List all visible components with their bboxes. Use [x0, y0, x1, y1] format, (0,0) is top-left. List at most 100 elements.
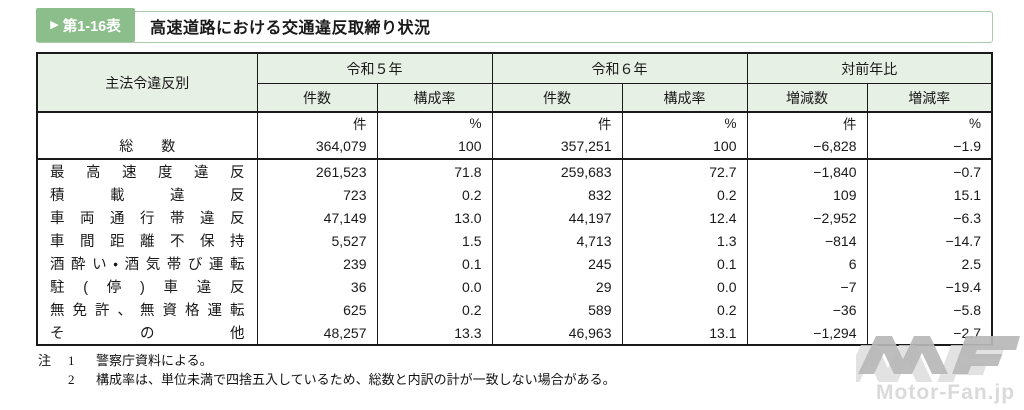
- r5-ratio: 0.2: [376, 298, 493, 321]
- table-body: 最高速度違反 261,523 71.8 259,683 72.7 −1,840 …: [36, 159, 993, 345]
- total-diff-count: −6,828: [746, 133, 868, 159]
- total-diff-ratio: −1.9: [866, 133, 993, 159]
- footnote-line: 2 構成率は、単位未満で四捨五入しているため、総数と内訳の計が一致しない場合があ…: [38, 370, 616, 389]
- triangle-icon: ▶: [50, 18, 59, 31]
- diff-count: −1,294: [746, 321, 868, 345]
- col-r5-cases: 件数: [256, 83, 378, 113]
- r5-cases: 5,527: [256, 229, 378, 252]
- col-r5-ratio: 構成率: [376, 83, 493, 113]
- r5-ratio: 0.1: [376, 252, 493, 275]
- col-r6-ratio: 構成率: [621, 83, 748, 113]
- diff-ratio: −19.4: [866, 275, 993, 298]
- table-row: 無免許、無資格運転 625 0.2 589 0.2 −36 −5.8: [36, 298, 993, 321]
- violation-label: その他: [36, 321, 258, 345]
- diff-ratio: −14.7: [866, 229, 993, 252]
- motor-fan-logo-icon: [856, 336, 1020, 382]
- violation-label: 無免許、無資格運転: [36, 298, 258, 321]
- r5-ratio: 0.0: [376, 275, 493, 298]
- r6-cases: 44,197: [491, 206, 623, 229]
- r6-cases: 245: [491, 252, 623, 275]
- table-row: 積載違反 723 0.2 832 0.2 109 15.1: [36, 183, 993, 206]
- total-label: 総 数: [36, 133, 258, 159]
- unit-cell: 件: [256, 112, 378, 133]
- diff-ratio: 15.1: [866, 183, 993, 206]
- footnotes: 注 1 警察庁資料による。 2 構成率は、単位未満で四捨五入しているため、総数と…: [38, 351, 616, 389]
- r6-ratio: 0.2: [621, 183, 748, 206]
- r6-ratio: 13.1: [621, 321, 748, 345]
- diff-count: −814: [746, 229, 868, 252]
- col-violation-type: 主法令違反別: [36, 52, 258, 113]
- total-r6-cases: 357,251: [491, 133, 623, 159]
- violation-label: 最高速度違反: [36, 159, 258, 183]
- unit-cell: %: [621, 112, 748, 133]
- table-row: 車両通行帯違反 47,149 13.0 44,197 12.4 −2,952 −…: [36, 206, 993, 229]
- header-row-groups: 主法令違反別 令和５年 令和６年 対前年比: [36, 52, 993, 113]
- diff-ratio: −5.8: [866, 298, 993, 321]
- r5-cases: 36: [256, 275, 378, 298]
- diff-count: −2,952: [746, 206, 868, 229]
- violation-label: 積載違反: [36, 183, 258, 206]
- note-number: 2: [68, 372, 75, 387]
- total-r5-cases: 364,079: [256, 133, 378, 159]
- note-text: 警察庁資料による。: [96, 353, 213, 368]
- col-group-yoy: 対前年比: [746, 52, 993, 84]
- watermark-text: Motor-Fan.jp: [876, 381, 1016, 404]
- col-r6-cases: 件数: [491, 83, 623, 113]
- table-number-label: 第1-16表: [62, 18, 121, 35]
- table-summary-section: 件 % 件 % 件 % 総 数 364,079 100 357,251 100 …: [36, 112, 993, 159]
- total-row: 総 数 364,079 100 357,251 100 −6,828 −1.9: [36, 133, 993, 159]
- violations-table: 主法令違反別 令和５年 令和６年 対前年比 件数 構成率 件数 構成率 増減数 …: [36, 52, 993, 346]
- violation-label: 車間距離不保持: [36, 229, 258, 252]
- table-header: 主法令違反別 令和５年 令和６年 対前年比 件数 構成率 件数 構成率 増減数 …: [36, 52, 993, 113]
- r5-cases: 261,523: [256, 159, 378, 183]
- unit-cell: %: [866, 112, 993, 133]
- r5-ratio: 1.5: [376, 229, 493, 252]
- violation-label: 酒酔い・酒気帯び運転: [36, 252, 258, 275]
- diff-count: 6: [746, 252, 868, 275]
- r5-cases: 723: [256, 183, 378, 206]
- note-label-spacer: [38, 370, 68, 389]
- r6-ratio: 0.1: [621, 252, 748, 275]
- diff-count: −1,840: [746, 159, 868, 183]
- diff-count: −7: [746, 275, 868, 298]
- r6-cases: 589: [491, 298, 623, 321]
- table-row: 駐(停)車違反 36 0.0 29 0.0 −7 −19.4: [36, 275, 993, 298]
- header-row-subcolumns: 件数 構成率 件数 構成率 増減数 増減率: [37, 83, 993, 113]
- units-label-empty: [36, 112, 258, 133]
- r5-ratio: 13.3: [376, 321, 493, 345]
- violation-label: 駐(停)車違反: [36, 275, 258, 298]
- r6-ratio: 1.3: [621, 229, 748, 252]
- diff-ratio: −6.3: [866, 206, 993, 229]
- table-row: 最高速度違反 261,523 71.8 259,683 72.7 −1,840 …: [36, 159, 993, 183]
- diff-ratio: 2.5: [866, 252, 993, 275]
- r5-cases: 47,149: [256, 206, 378, 229]
- title-bar: [36, 11, 993, 43]
- r6-cases: 832: [491, 183, 623, 206]
- violation-label: 車両通行帯違反: [36, 206, 258, 229]
- unit-cell: %: [376, 112, 493, 133]
- r6-ratio: 72.7: [621, 159, 748, 183]
- unit-cell: 件: [491, 112, 623, 133]
- r6-ratio: 0.2: [621, 298, 748, 321]
- col-group-reiwa5: 令和５年: [256, 52, 493, 84]
- total-r6-ratio: 100: [621, 133, 748, 159]
- table-number-badge: ▶ 第1-16表: [36, 8, 135, 42]
- r6-cases: 29: [491, 275, 623, 298]
- r6-cases: 4,713: [491, 229, 623, 252]
- r5-ratio: 13.0: [376, 206, 493, 229]
- page-title: 高速道路における交通違反取締り状況: [150, 20, 431, 37]
- r5-ratio: 0.2: [376, 183, 493, 206]
- r6-ratio: 12.4: [621, 206, 748, 229]
- diff-ratio: −0.7: [866, 159, 993, 183]
- col-diff-ratio: 増減率: [866, 83, 993, 113]
- col-diff-count: 増減数: [746, 83, 868, 113]
- r6-cases: 259,683: [491, 159, 623, 183]
- total-r5-ratio: 100: [376, 133, 493, 159]
- r5-cases: 625: [256, 298, 378, 321]
- r5-cases: 239: [256, 252, 378, 275]
- r5-ratio: 71.8: [376, 159, 493, 183]
- diff-count: −36: [746, 298, 868, 321]
- unit-cell: 件: [746, 112, 868, 133]
- note-text: 構成率は、単位未満で四捨五入しているため、総数と内訳の計が一致しない場合がある。: [96, 372, 616, 387]
- note-number: 1: [68, 353, 75, 368]
